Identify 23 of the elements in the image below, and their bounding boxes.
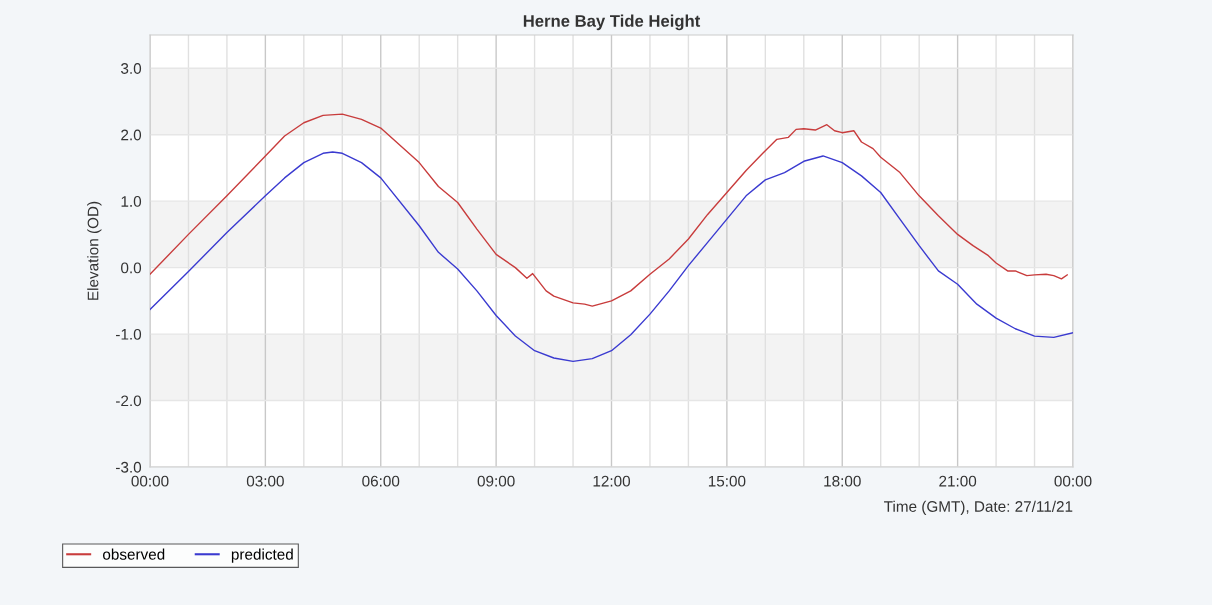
y-tick-label: -2.0 xyxy=(116,395,142,407)
y-tick-label: 1.0 xyxy=(121,196,142,207)
y-tick-label: -3.0 xyxy=(116,461,142,473)
x-tick-label: 21:00 xyxy=(939,475,977,487)
y-axis-title: Elevation (OD) xyxy=(87,201,102,300)
x-tick-label: 15:00 xyxy=(708,475,746,487)
x-tick-label: 06:00 xyxy=(362,475,400,487)
x-tick-label: 00:00 xyxy=(131,475,169,487)
y-tick-label: 2.0 xyxy=(121,129,142,141)
legend-label: predicted xyxy=(231,548,293,563)
x-tick-label: 03:00 xyxy=(246,475,284,487)
y-tick-label: 3.0 xyxy=(121,63,142,74)
line-series xyxy=(150,113,1068,307)
x-tick-label: 00:00 xyxy=(1054,475,1092,487)
line-series xyxy=(150,151,1073,363)
x-tick-label: 09:00 xyxy=(477,475,515,487)
x-axis-title: Time (GMT), Date: 27/11/21 xyxy=(884,500,1073,515)
y-tick-label: 0.0 xyxy=(121,262,142,274)
x-tick-label: 18:00 xyxy=(824,475,861,487)
chart-title: Herne Bay Tide Height xyxy=(523,14,701,31)
legend-label: observed xyxy=(103,548,165,560)
y-tick-label: -1.0 xyxy=(116,328,142,340)
x-tick-label: 12:00 xyxy=(593,475,631,487)
